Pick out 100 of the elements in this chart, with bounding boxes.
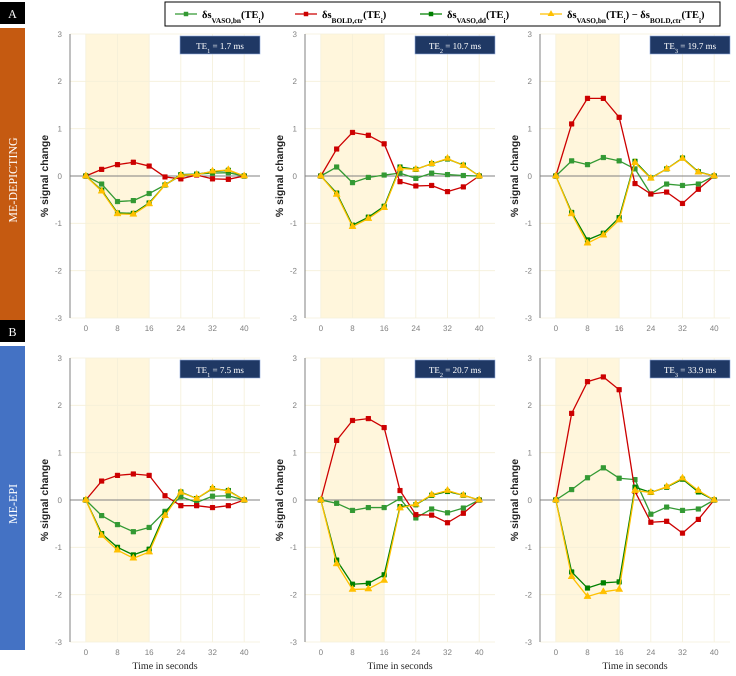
y-tick-label: -2: [54, 590, 63, 600]
x-tick-label: 8: [115, 324, 120, 333]
x-axis-title: Time in seconds: [367, 661, 433, 672]
y-tick-label: -3: [290, 638, 298, 647]
y-tick-label: 3: [528, 30, 533, 39]
y-tick-label: 1: [292, 124, 298, 134]
label-box: TE$_{3}$ = 19.7 ms: [650, 36, 730, 54]
x-tick-label: 40: [474, 324, 484, 333]
y-tick-label: 2: [58, 77, 63, 86]
y-tick-label: 3: [528, 354, 533, 363]
x-tick-label: 0: [318, 324, 324, 333]
y-tick-label: 0: [528, 496, 533, 505]
x-tick-label: 32: [443, 324, 452, 333]
y-axis-title: % signal change: [509, 458, 521, 542]
x-axis-title: Time in seconds: [602, 661, 668, 672]
legend-label: δs$_{BOLD,ctr}$(TE$_{i}$): [322, 10, 387, 24]
annotation: TE$_{1}$ = 1.7 ms: [196, 41, 244, 54]
label-box: TE$_{2}$ = 20.7 ms: [414, 360, 496, 378]
x-tick-label: 24: [646, 324, 656, 333]
annotation: TE$_{2}$ = 20.7 ms: [428, 365, 482, 378]
y-tick-label: 3: [58, 354, 63, 363]
legend-label: δs$_{VASO,dd}$(TE$_{i}$): [447, 10, 510, 24]
x-tick-label: 8: [585, 324, 590, 333]
y-tick-label: 0: [292, 496, 298, 505]
y-tick-label: -3: [290, 314, 298, 323]
x-tick-label: 32: [443, 648, 452, 657]
x-tick-label: 32: [678, 324, 688, 333]
y-tick-label: -2: [290, 266, 298, 276]
y-tick-label: 2: [292, 77, 298, 86]
x-tick-label: 0: [554, 648, 559, 657]
y-tick-label: -1: [524, 219, 533, 228]
x-tick-label: 8: [115, 648, 120, 657]
y-axis-title: % signal change: [509, 134, 521, 218]
y-tick-label: -3: [54, 314, 63, 323]
y-tick-label: 1: [528, 448, 533, 458]
y-tick-label: -3: [524, 638, 533, 647]
y-tick-label: -2: [290, 590, 298, 600]
x-tick-label: 16: [144, 324, 154, 333]
y-tick-label: 0: [292, 172, 298, 181]
label-box: TE$_{1}$ = 1.7 ms: [180, 36, 260, 54]
x-tick-label: 40: [710, 324, 720, 333]
y-tick-label: 0: [58, 496, 63, 505]
x-tick-label: 16: [144, 648, 154, 657]
x-tick-label: 32: [678, 648, 688, 657]
x-tick-label: 24: [176, 324, 186, 333]
y-tick-label: 3: [58, 30, 63, 39]
x-tick-label: 8: [350, 324, 356, 333]
y-tick-label: 3: [292, 30, 298, 39]
x-tick-label: 16: [380, 648, 390, 657]
text: δs$_{VASO,bn}$(TE$_{i}$) − δs$_{BOLD,ctr}$(TE$_{i}$): [567, 10, 705, 24]
x-tick-label: 0: [318, 648, 324, 657]
y-tick-label: 1: [58, 124, 63, 134]
y-tick-label: 1: [528, 124, 533, 134]
y-tick-label: -1: [54, 543, 63, 552]
y-tick-label: 2: [528, 401, 533, 410]
y-tick-label: 2: [58, 401, 63, 410]
x-tick-label: 40: [474, 648, 484, 657]
y-axis-title: % signal change: [274, 134, 286, 218]
y-tick-label: 1: [58, 448, 63, 458]
y-tick-label: -2: [524, 266, 533, 276]
x-tick-label: 8: [585, 648, 590, 657]
y-tick-label: -2: [524, 590, 533, 600]
x-tick-label: 16: [614, 324, 624, 333]
y-tick-label: 0: [58, 172, 63, 181]
x-tick-label: 32: [208, 648, 218, 657]
x-tick-label: 0: [554, 324, 559, 333]
annotation: TE$_{2}$ = 10.7 ms: [428, 41, 482, 54]
x-tick-label: 0: [84, 324, 89, 333]
x-tick-label: 24: [411, 324, 421, 333]
y-tick-label: 3: [292, 354, 298, 363]
x-tick-label: 16: [380, 324, 390, 333]
letter-box: A: [0, 2, 25, 24]
x-tick-label: 24: [176, 648, 186, 657]
y-tick-label: -1: [290, 543, 298, 552]
y-tick-label: 2: [292, 401, 298, 410]
x-axis-title: Time in seconds: [132, 661, 198, 672]
x-tick-label: 40: [240, 324, 250, 333]
annotation: TE$_{1}$ = 7.5 ms: [196, 365, 244, 378]
annotation: TE$_{3}$ = 33.9 ms: [664, 365, 717, 378]
label-box: TE$_{1}$ = 7.5 ms: [180, 360, 260, 378]
y-axis-title: % signal change: [274, 458, 286, 542]
x-tick-label: 32: [208, 324, 218, 333]
x-tick-label: 16: [614, 648, 624, 657]
y-tick-label: -1: [524, 543, 533, 552]
y-tick-label: 0: [528, 172, 533, 181]
legend-label: δs$_{VASO,bn}$(TE$_{i}$): [202, 10, 265, 24]
y-tick-label: -3: [54, 638, 63, 647]
y-tick-label: -1: [290, 219, 298, 228]
row-strip: ME-EPI: [0, 346, 25, 650]
y-tick-label: 1: [292, 448, 298, 458]
x-tick-label: 40: [710, 648, 720, 657]
x-tick-label: 8: [350, 648, 356, 657]
x-tick-label: 24: [411, 648, 421, 657]
label-box: TE$_{3}$ = 33.9 ms: [650, 360, 730, 378]
y-tick-label: -2: [54, 266, 63, 276]
x-tick-label: 0: [84, 648, 89, 657]
y-axis-title: % signal change: [39, 134, 51, 218]
y-tick-label: -3: [524, 314, 533, 323]
x-tick-label: 40: [240, 648, 250, 657]
y-tick-label: -1: [54, 219, 63, 228]
